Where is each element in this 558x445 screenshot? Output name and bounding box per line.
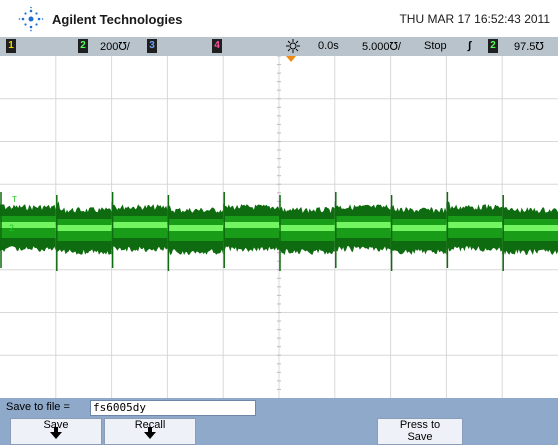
press-to-save-softkey[interactable]: Press to Save bbox=[377, 418, 463, 445]
graticule: 2 T bbox=[0, 56, 558, 398]
status-bar: 1 2 200℧/ 3 4 0.0s 5.000℧/ Stop ∫ 2 97.5… bbox=[0, 37, 558, 56]
channel-4-indicator[interactable]: 4 bbox=[212, 39, 222, 53]
header: Agilent Technologies THU MAR 17 16:52:43… bbox=[0, 0, 558, 37]
channel-3-indicator[interactable]: 3 bbox=[147, 39, 157, 53]
brand-name: Agilent Technologies bbox=[52, 12, 183, 27]
channel-2-indicator[interactable]: 2 bbox=[78, 39, 88, 53]
down-arrow-icon bbox=[144, 427, 156, 439]
recall-softkey[interactable]: Recall bbox=[104, 418, 196, 445]
channel-2-ground-marker: 2 bbox=[9, 223, 14, 233]
trigger-source-indicator[interactable]: 2 bbox=[488, 39, 498, 53]
waveform-display: 2 T bbox=[0, 56, 558, 398]
trigger-level: 97.5℧ bbox=[514, 41, 544, 53]
timestamp: THU MAR 17 16:52:43 2011 bbox=[399, 12, 550, 26]
run-state: Stop bbox=[424, 40, 447, 52]
trigger-level-marker: T bbox=[12, 195, 17, 204]
horizontal-delay: 0.0s bbox=[318, 40, 339, 52]
filename-field[interactable]: fs6005dy bbox=[90, 400, 256, 416]
press-to-save-line2: Save bbox=[407, 431, 433, 443]
trigger-position-icon bbox=[286, 39, 300, 53]
softkey-panel: Save to file = fs6005dy Save Recall Pres… bbox=[0, 398, 558, 445]
channel-2-waveform bbox=[0, 192, 558, 271]
trigger-time-marker bbox=[286, 56, 296, 62]
time-per-division: 5.000℧/ bbox=[362, 41, 401, 53]
channel-1-indicator[interactable]: 1 bbox=[6, 39, 16, 53]
down-arrow-icon bbox=[50, 427, 62, 439]
save-to-file-label: Save to file = bbox=[6, 401, 70, 413]
channel-2-scale: 200℧/ bbox=[100, 41, 130, 53]
agilent-spark-icon bbox=[18, 6, 44, 32]
save-softkey[interactable]: Save bbox=[10, 418, 102, 445]
recall-softkey-label: Recall bbox=[134, 419, 166, 431]
rising-edge-icon: ∫ bbox=[468, 40, 472, 52]
press-to-save-line1: Press to bbox=[399, 419, 441, 431]
save-softkey-label: Save bbox=[43, 419, 69, 431]
